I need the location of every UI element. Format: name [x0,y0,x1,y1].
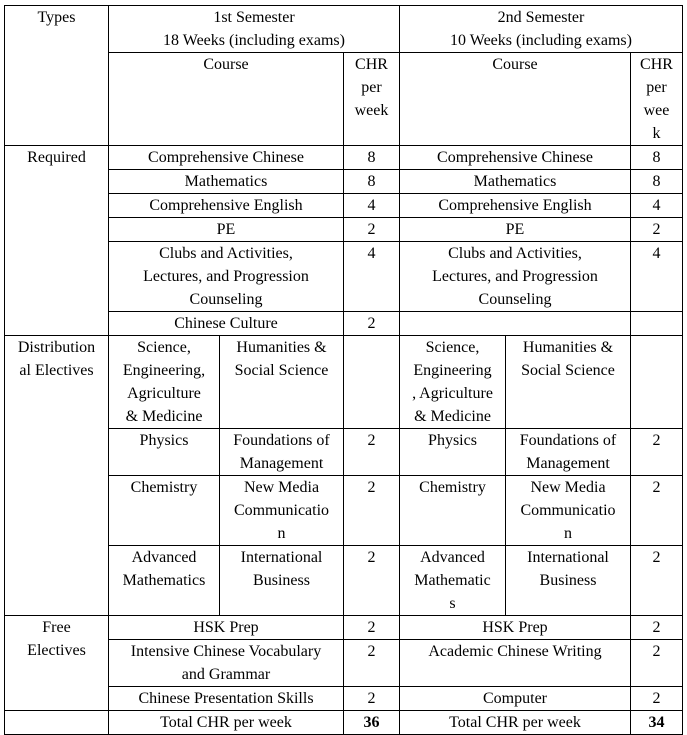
course-cell: New Media Communicatio n [505,475,631,546]
course-cell: Advanced Mathematic s [399,545,506,616]
course-cell: Foundations of Management [219,428,344,476]
table-row: Chinese Presentation Skills 2 Computer 2 [5,686,683,711]
table-row: Distribution al Electives Science, Engine… [4,335,683,616]
course-cell: Chinese Presentation Skills [108,686,344,711]
table-cell [4,710,109,735]
course-cell: PE [108,217,344,242]
course-cell: Physics [399,428,506,476]
course-cell: Computer [399,686,631,711]
type-required: Required [4,145,109,336]
total-value: 36 [343,710,400,735]
course-header: Course [399,52,631,146]
course-cell: Comprehensive Chinese [108,145,344,170]
table-row: Free Electives HSK Prep 2 HSK Prep 2 [4,615,683,711]
course-cell: Intensive Chinese Vocabulary and Grammar [108,639,344,687]
chr-cell: 2 [343,311,400,336]
course-cell: International Business [505,545,631,616]
chr-cell: 2 [343,428,400,476]
course-cell: Advanced Mathematics [108,545,220,616]
table-cell [343,335,400,429]
course-cell: Mathematics [399,169,631,194]
table-row: Chinese Culture 2 [5,311,683,336]
semester-2-header: 2nd Semester 10 Weeks (including exams) [399,5,683,53]
course-cell [399,311,631,336]
chr-cell: 2 [630,615,683,640]
chr-cell: 8 [630,145,683,170]
category-header: Humanities & Social Science [219,335,344,429]
chr-cell: 2 [630,545,683,616]
chr-cell: 4 [630,193,683,218]
chr-header: CHR per wee k [630,52,683,146]
table-row: Total CHR per week 36 Total CHR per week 34 [4,710,683,735]
chr-cell: 2 [343,639,400,687]
table-row: Required Comprehensive Chinese 8 Comprehens… [4,145,683,336]
course-cell: Comprehensive English [399,193,631,218]
table-cell [630,335,683,429]
course-cell: Comprehensive English [108,193,344,218]
chr-cell: 8 [630,169,683,194]
course-header: Course [108,52,344,146]
table-row: PE 2 PE 2 [5,217,683,242]
course-cell: Academic Chinese Writing [399,639,631,687]
semester-1-header: 1st Semester 18 Weeks (including exams) [108,5,400,53]
chr-cell: 8 [343,169,400,194]
chr-cell: 2 [343,545,400,616]
chr-cell: 4 [343,241,400,312]
types-header: Types [4,5,109,146]
table-row: Types 1st Semester 18 Weeks (including ex… [4,5,683,146]
table-row: Course CHR per week Course CHR per wee k [5,52,683,146]
table-row: Comprehensive English 4 Comprehensive Engl… [5,193,683,218]
course-cell: PE [399,217,631,242]
course-cell: Chinese Culture [108,311,344,336]
total-value: 34 [630,710,683,735]
type-free: Free Electives [4,615,109,711]
chr-cell: 2 [630,686,683,711]
course-cell: HSK Prep [108,615,344,640]
category-header: Science, Engineering , Agriculture & Med… [399,335,506,429]
total-label: Total CHR per week [399,710,631,735]
total-label: Total CHR per week [108,710,344,735]
category-header: Humanities & Social Science [505,335,631,429]
course-cell: Chemistry [399,475,506,546]
type-distributional: Distribution al Electives [4,335,109,616]
chr-cell: 4 [630,241,683,312]
table-row: Physics Foundations of Management 2 Physics… [5,428,683,476]
course-cell: Chemistry [108,475,220,546]
course-cell: Physics [108,428,220,476]
table-row: Intensive Chinese Vocabulary and Grammar… [5,639,683,687]
course-cell: Clubs and Activities, Lectures, and Prog… [108,241,344,312]
chr-cell: 8 [343,145,400,170]
course-cell: Clubs and Activities, Lectures, and Prog… [399,241,631,312]
chr-cell: 2 [343,475,400,546]
chr-cell: 2 [343,615,400,640]
chr-header: CHR per week [343,52,400,146]
chr-cell [630,311,683,336]
course-cell: Mathematics [108,169,344,194]
chr-cell: 2 [630,428,683,476]
chr-cell: 2 [343,686,400,711]
chr-cell: 2 [343,217,400,242]
course-cell: HSK Prep [399,615,631,640]
table-row: Advanced Mathematics International Busine… [5,545,683,616]
category-header: Science, Engineering, Agriculture & Medi… [108,335,220,429]
course-cell: Foundations of Management [505,428,631,476]
chr-cell: 2 [630,639,683,687]
course-cell: International Business [219,545,344,616]
chr-cell: 4 [343,193,400,218]
table-row: Chemistry New Media Communicatio n 2 Chemis… [5,475,683,546]
table-row: Clubs and Activities, Lectures, and Prog… [5,241,683,312]
chr-cell: 2 [630,475,683,546]
chr-cell: 2 [630,217,683,242]
course-cell: New Media Communicatio n [219,475,344,546]
curriculum-table: Types 1st Semester 18 Weeks (including ex… [4,5,683,735]
course-cell: Comprehensive Chinese [399,145,631,170]
